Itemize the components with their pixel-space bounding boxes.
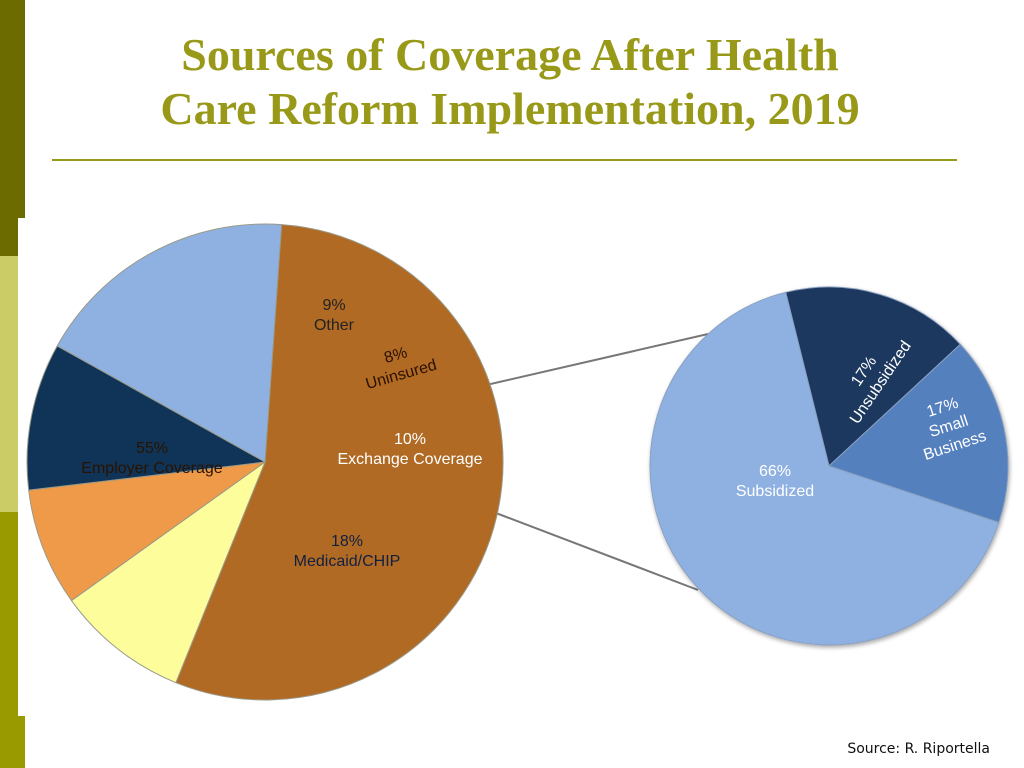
title-line-2: Care Reform Implementation, 2019: [160, 83, 860, 134]
label-exchange-coverage: 10% Exchange Coverage: [338, 431, 483, 468]
label-employer-coverage: 55% Employer Coverage: [81, 440, 223, 477]
decor-bar-dark-lower: [0, 218, 18, 256]
slice-employer-coverage: [175, 224, 504, 701]
slice-exchange-coverage: [26, 345, 267, 491]
slice-small-business: [828, 343, 1009, 524]
label-value: 9%: [322, 297, 345, 314]
label-name: Medicaid/CHIP: [294, 553, 401, 570]
slice-uninsured: [28, 461, 266, 602]
label-medicaid-chip: 18% Medicaid/CHIP: [294, 533, 401, 570]
label-other: 9% Other: [314, 297, 355, 334]
title-line-1: Sources of Coverage After Health: [181, 29, 839, 80]
label-name: Exchange Coverage: [338, 451, 483, 468]
decor-bar-olive-lower: [0, 716, 25, 768]
exchange-breakdown-pie: [649, 286, 1009, 646]
label-name: Subsidized: [736, 483, 814, 500]
label-value: 66%: [759, 463, 791, 480]
slice-subsidized: [649, 291, 1000, 646]
label-name: Employer Coverage: [81, 460, 223, 477]
label-subsidized: 66% Subsidized: [736, 463, 814, 500]
slice-other: [70, 460, 267, 684]
label-value: 8%: [382, 344, 409, 367]
label-value: 10%: [394, 431, 426, 448]
main-pie: [26, 223, 504, 701]
label-value: 55%: [136, 440, 168, 457]
decor-bar-olive: [0, 512, 18, 716]
decor-bar-light: [0, 256, 18, 512]
label-value: 18%: [331, 533, 363, 550]
label-name: Other: [314, 317, 355, 334]
title-underline: [52, 159, 957, 161]
decor-bar-dark: [0, 0, 25, 218]
source-note: Source: R. Riportella: [847, 741, 990, 757]
slide-title: Sources of Coverage After Health Care Re…: [50, 28, 970, 136]
slice-unsubsidized: [785, 286, 962, 467]
slice-medicaid-chip: [56, 223, 283, 463]
